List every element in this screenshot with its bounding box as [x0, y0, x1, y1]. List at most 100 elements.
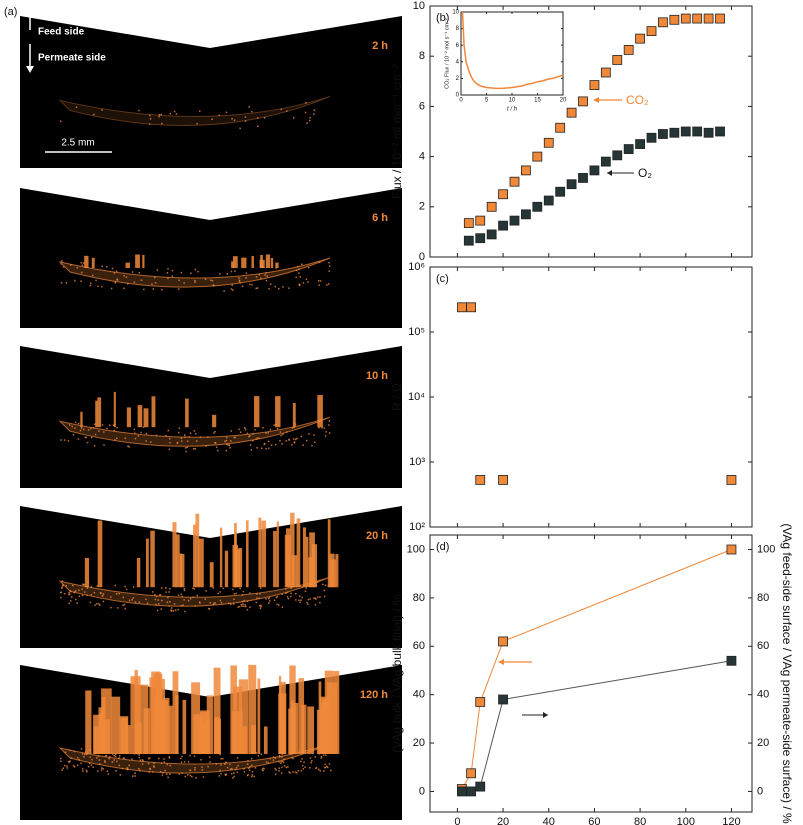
tomography-speck — [267, 440, 270, 443]
tomography-speck — [302, 282, 305, 284]
tomography-speck — [242, 590, 245, 593]
tomography-speck — [160, 288, 163, 291]
tomography-speck — [166, 601, 169, 603]
data-marker — [457, 302, 467, 313]
silver-growth — [80, 411, 83, 428]
tomography-speck — [82, 583, 85, 586]
tomography-speck — [73, 591, 75, 594]
tomography-speck — [207, 765, 209, 768]
tomography-speck — [328, 420, 331, 422]
silver-growth — [238, 679, 249, 754]
tomography-speck — [137, 435, 140, 437]
tomography-speck — [73, 750, 76, 753]
tomography-speck — [230, 288, 233, 290]
tomography-speck — [114, 753, 117, 756]
tomography-speck — [104, 761, 106, 763]
tomography-speck — [307, 281, 309, 283]
tomography-speck — [225, 111, 228, 114]
tomography-speck — [263, 442, 266, 445]
tomography-speck — [241, 600, 244, 603]
y-tick-label: 40 — [413, 689, 425, 701]
tomography-speck — [170, 609, 172, 611]
tomography-speck — [138, 756, 140, 759]
tomography-speck — [164, 769, 166, 772]
tomography-speck — [110, 606, 112, 609]
data-marker — [669, 127, 680, 138]
plot-frame — [429, 534, 753, 813]
tomography-speck — [86, 441, 89, 444]
tomography-speck — [69, 600, 72, 602]
tomography-speck — [251, 110, 253, 113]
tomography-speck — [317, 768, 320, 771]
tomography-speck — [241, 605, 243, 607]
tomography-speck — [145, 598, 147, 601]
tomography-speck — [168, 605, 170, 607]
data-marker — [532, 151, 543, 162]
tomography-speck — [64, 751, 67, 753]
tomography-speck — [242, 603, 244, 605]
tomography-speck — [110, 596, 112, 598]
image-edge — [20, 178, 402, 220]
tomography-speck — [280, 108, 283, 111]
x-tick-label: 100 — [677, 816, 695, 825]
tomography-speck — [103, 444, 105, 446]
tomography-speck — [63, 439, 66, 441]
tomography-speck — [156, 609, 159, 612]
tomography-speck — [299, 595, 301, 597]
tomography-speck — [198, 601, 201, 603]
tomography-speck — [237, 606, 239, 608]
tomography-speck — [159, 771, 162, 773]
tomography-speck — [114, 280, 117, 283]
tomography-speck — [116, 437, 118, 440]
tomography-speck — [74, 598, 77, 601]
tomography-speck — [290, 587, 292, 589]
tomography-speck — [110, 287, 113, 290]
tomography-speck — [251, 774, 254, 776]
tomography-speck — [249, 283, 251, 286]
tomography-speck — [127, 445, 129, 447]
tomography-speck — [181, 595, 184, 598]
tomography-speck — [93, 423, 96, 426]
tomography-speck — [113, 759, 116, 761]
tomography-speck — [249, 606, 251, 608]
image-edge — [20, 655, 402, 697]
tomography-speck — [245, 272, 248, 274]
tomography-speck — [211, 118, 213, 121]
silver-growth — [305, 536, 309, 588]
y-tick-label: 10 — [413, 0, 425, 12]
tomography-speck — [236, 771, 239, 774]
silver-growth — [214, 718, 221, 754]
tomography-speck — [61, 260, 63, 262]
tomography-speck — [313, 434, 315, 436]
data-marker — [726, 544, 737, 555]
tomography-speck — [283, 765, 286, 767]
tomography-speck — [274, 757, 277, 759]
tomography-speck — [238, 280, 241, 283]
tomography-speck — [225, 436, 228, 439]
silver-growth — [327, 519, 331, 588]
y2-tick-label: 80 — [757, 592, 769, 604]
tomography-speck — [175, 113, 178, 115]
tomography-speck — [193, 588, 196, 590]
tomography-speck — [280, 772, 283, 774]
tomography-speck — [256, 125, 259, 128]
tomography-speck — [151, 283, 153, 285]
data-marker — [498, 220, 508, 231]
tomography-speck — [168, 757, 171, 759]
tomography-speck — [307, 603, 309, 605]
tomography-speck — [243, 605, 245, 607]
tomography-speck — [219, 769, 222, 772]
tomography-speck — [268, 600, 271, 602]
y-tick-label: 100 — [407, 543, 425, 555]
tomography-speck — [151, 771, 154, 773]
data-marker — [703, 13, 714, 24]
tomography-speck — [191, 775, 193, 778]
data-marker — [509, 215, 520, 226]
tomography-speck — [184, 610, 186, 613]
tomography-speck — [261, 768, 264, 771]
tomography-speck — [99, 763, 101, 765]
tomography-speck — [187, 599, 190, 602]
tomography-speck — [195, 777, 197, 779]
tomography-speck — [278, 761, 280, 763]
tomography-speck — [285, 592, 287, 594]
